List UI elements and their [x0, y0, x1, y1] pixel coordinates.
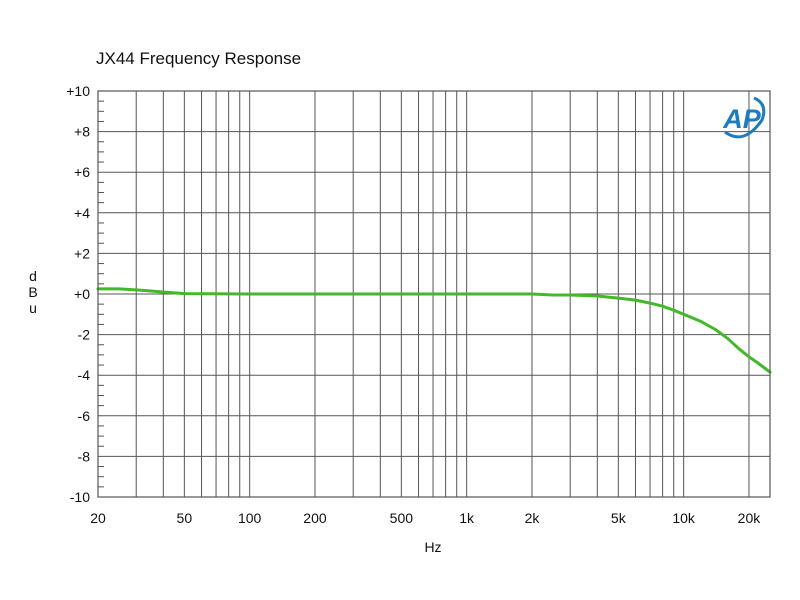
series-line: [96, 287, 772, 374]
y-tick-label: +10: [66, 83, 90, 99]
y-tick-labels: +10 +8 +6 +4 +2 +0 -2 -4 -6 -8 -10: [66, 83, 90, 505]
x-tick-label: 50: [177, 510, 193, 526]
y-tick-label: -4: [78, 367, 91, 383]
y-tick-label: +6: [74, 164, 90, 180]
major-grid: [98, 131, 770, 457]
y-tick-label: +8: [74, 124, 90, 140]
series-layer: [96, 287, 772, 374]
x-tick-labels: 20 50 100 200 500 1k 2k 5k 10k 20k: [90, 510, 761, 526]
y-axis-label-char: d: [29, 268, 37, 284]
y-tick-label: -6: [78, 408, 91, 424]
x-tick-label: 500: [390, 510, 414, 526]
x-tick-label: 5k: [611, 510, 627, 526]
y-axis-label-char: u: [29, 300, 37, 316]
y-axis-label-char: B: [28, 284, 37, 300]
x-tick-label: 100: [238, 510, 262, 526]
y-tick-label: -2: [78, 327, 91, 343]
y-tick-label: -8: [78, 448, 91, 464]
audio-precision-logo: AP: [722, 96, 766, 139]
x-tick-label: 200: [303, 510, 327, 526]
x-tick-label: 10k: [672, 510, 696, 526]
x-tick-label: 1k: [459, 510, 475, 526]
y-axis-label: dBu: [28, 268, 37, 316]
plot-frame: [97, 90, 771, 498]
y-tick-label: +4: [74, 205, 90, 221]
x-tick-label: 2k: [525, 510, 541, 526]
y-tick-label: +0: [74, 286, 90, 302]
x-axis-label: Hz: [424, 539, 441, 555]
chart-title: JX44 Frequency Response: [96, 49, 301, 68]
y-minor-ticks: [98, 100, 104, 488]
y-tick-label: +2: [74, 245, 90, 261]
x-tick-label: 20: [90, 510, 106, 526]
ap-logo-swoosh: [724, 96, 766, 139]
x-tick-label: 20k: [738, 510, 762, 526]
y-tick-label: -10: [70, 489, 90, 505]
